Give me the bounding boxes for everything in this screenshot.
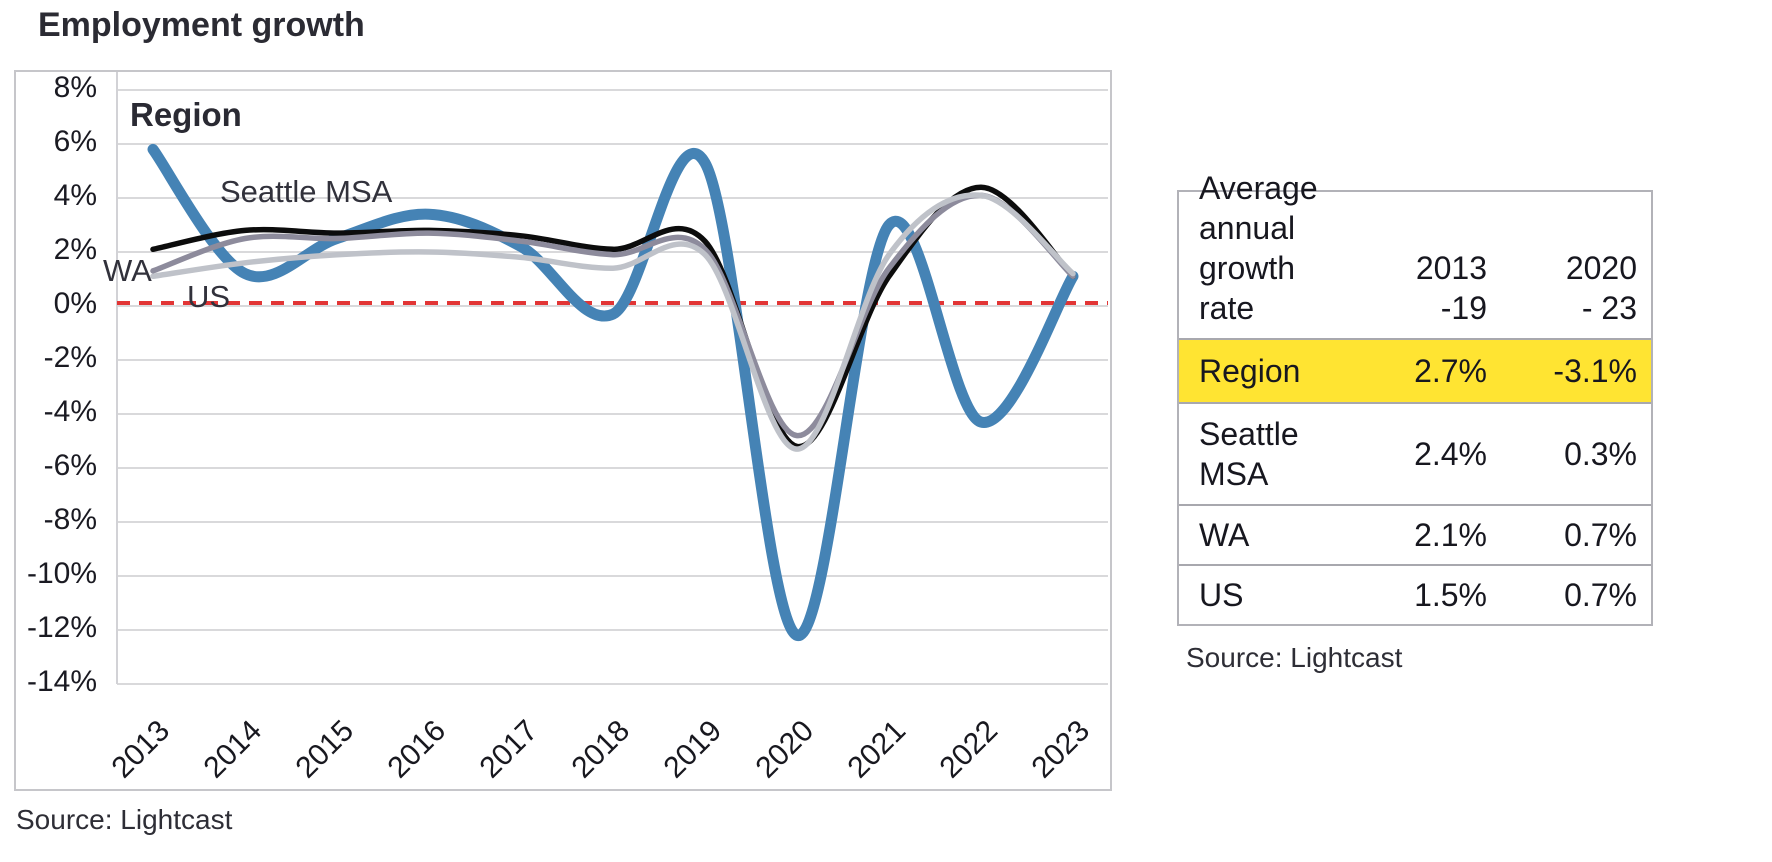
y-axis-label: -14% [26,665,97,698]
series-label-seattle-msa: Seattle MSA [220,174,393,209]
line-chart [116,72,1108,685]
chart-title: Employment growth [38,6,365,44]
row-value-2020-23: 0.7% [1564,517,1637,553]
table-source: Source: Lightcast [1186,642,1403,673]
y-axis-label: -2% [43,341,97,374]
y-axis-label: -8% [43,503,97,536]
series-line-wa [150,192,1076,439]
y-axis-label: 6% [53,125,97,158]
row-value-2013-19: 1.5% [1414,577,1487,613]
row-value-2013-19: 2.7% [1414,353,1487,389]
row-label: Region [1199,353,1301,389]
table-header-col-2013-19: 2013 -19 [1415,250,1487,326]
table-row-seattle-msa: Seattle MSA 2.4% 0.3% [1179,402,1651,504]
y-axis-label: -12% [26,611,97,644]
chart-source: Source: Lightcast [16,804,233,835]
row-value-2020-23: 0.3% [1564,436,1637,472]
series-line-region [147,143,1079,641]
y-axis-label: 8% [53,71,97,104]
row-value-2020-23: 0.7% [1564,577,1637,613]
row-label: Seattle MSA [1199,416,1299,492]
row-label: WA [1199,517,1250,553]
table-row-us: US 1.5% 0.7% [1179,564,1651,624]
table-row-region: Region 2.7% -3.1% [1179,338,1651,402]
y-axis-label: -6% [43,449,97,482]
series-label-us: US [187,279,231,314]
table-header-col-2020-23: 2020 - 23 [1565,250,1637,326]
chart-area: 8% 6% 4% 2% 0% -2% -4% -6% -8% -10% -12% -14% 2013 2… [14,70,1112,791]
y-axis-label: 4% [53,179,97,212]
series-line-us [150,192,1076,452]
table-row-wa: WA 2.1% 0.7% [1179,504,1651,564]
row-label: US [1199,577,1244,613]
row-value-2013-19: 2.4% [1414,436,1487,472]
y-axis-label: 2% [53,233,97,266]
y-axis-label: 0% [53,287,97,320]
row-value-2013-19: 2.1% [1414,517,1487,553]
y-axis-label: -4% [43,395,97,428]
series-label-region: Region [130,96,242,133]
table-header-row: Average annual growth rate 2013 -19 2020… [1179,170,1651,338]
y-axis-label: -10% [26,557,97,590]
table-header-label: Average annual growth rate [1199,170,1318,326]
series-label-wa: WA [103,253,152,288]
row-value-2020-23: -3.1% [1553,353,1637,389]
summary-table: Average annual growth rate 2013 -19 2020… [1177,170,1653,626]
